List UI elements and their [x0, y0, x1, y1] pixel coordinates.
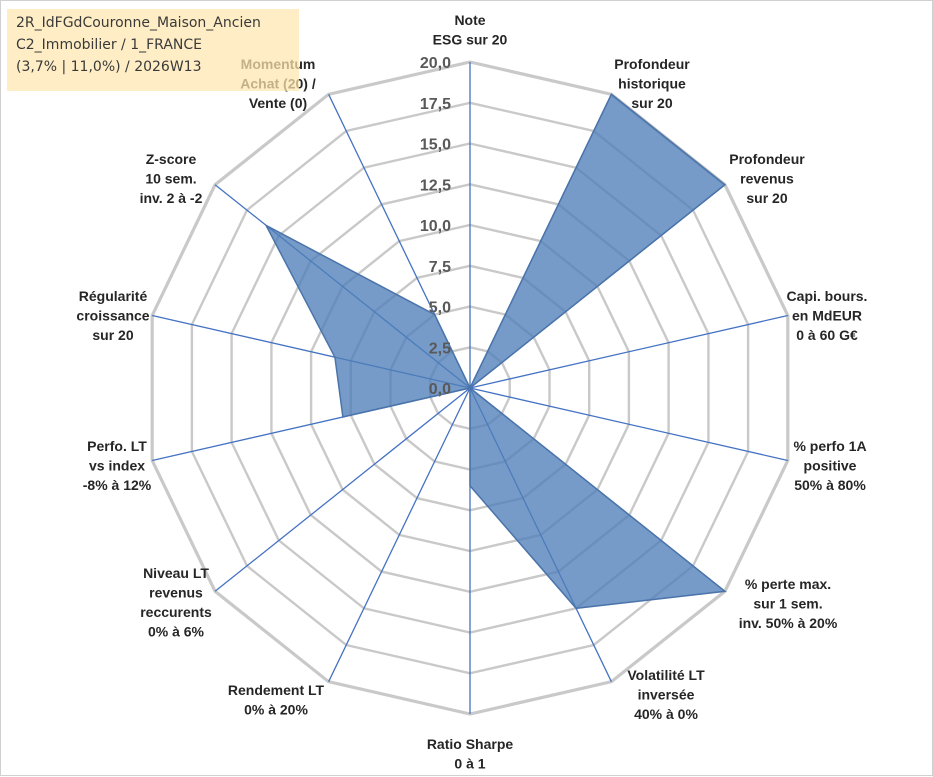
axis-spoke [469, 387, 788, 462]
axis-spoke [328, 387, 471, 682]
axis-label-line: % perte max. [745, 576, 831, 592]
axis-label-line: historique [618, 76, 686, 92]
axis-label-line: ESG sur 20 [433, 32, 508, 48]
axis-label: % perfo 1A positive 50% à 80% [793, 438, 866, 493]
axis-label-line: 0 à 60 G€ [796, 327, 858, 343]
tick-label: 12,5 [420, 177, 451, 194]
axis-spoke [469, 314, 788, 389]
axis-label-line: Profondeur [729, 151, 805, 167]
axis-label: Rendement LT 0% à 20% [228, 682, 325, 718]
axis-label-line: croissance [76, 308, 149, 324]
axis-label-line: Profondeur [614, 56, 690, 72]
tick-label: 5,0 [429, 300, 451, 317]
series-area [264, 93, 727, 610]
axis-label-line: positive [804, 458, 857, 474]
tick-label: 2,5 [429, 340, 451, 357]
axis-label-line: Note [454, 12, 485, 28]
axis-label-line: Ratio Sharpe [427, 736, 514, 752]
axis-label-line: Vente (0) [249, 95, 307, 111]
axis-label-line: inversée [638, 687, 695, 703]
axis-label-line: revenus [740, 171, 794, 187]
tick-label-layer: 0,0 2,5 5,0 7,5 10,0 12,5 15,0 17,5 20,0 [420, 55, 451, 398]
axis-label-line: 0 à 1 [454, 756, 485, 772]
axis-label-line: Z-score [146, 151, 197, 167]
axis-label-line: 10 sem. [145, 171, 196, 187]
axis-label-line: 50% à 80% [794, 477, 866, 493]
axis-label-line: 0% à 6% [148, 624, 205, 640]
axis-label: Z-score 10 sem. inv. 2 à -2 [140, 151, 203, 206]
axis-label-line: Perfo. LT [87, 438, 147, 454]
tick-label: 10,0 [420, 218, 451, 235]
axis-label-line: Volatilité LT [627, 667, 705, 683]
axis-label-line: en MdEUR [792, 308, 862, 324]
info-line-1: 2R_IdFGdCouronne_Maison_Ancien [16, 15, 261, 31]
axis-label-line: 40% à 0% [634, 706, 698, 722]
axis-label-line: sur 1 sem. [753, 596, 822, 612]
axis-label-layer: Note ESG sur 20 Profondeur historique sur 20… [76, 12, 867, 772]
axis-label-line: Régularité [79, 288, 148, 304]
axis-label-line: Niveau LT [143, 565, 209, 581]
info-line-2: C2_Immobilier / 1_FRANCE [16, 37, 202, 53]
axis-label: Capi. bours. en MdEUR 0 à 60 G€ [787, 288, 868, 343]
tick-label: 20,0 [420, 55, 451, 72]
axis-label-line: 0% à 20% [244, 702, 308, 718]
tick-label: 0,0 [429, 381, 451, 398]
axis-label-line: sur 20 [92, 327, 133, 343]
axis-label: Perfo. LT vs index -8% à 12% [83, 438, 152, 493]
axis-spoke [214, 387, 471, 592]
tick-label: 7,5 [429, 259, 451, 276]
axis-label: % perte max. sur 1 sem. inv. 50% à 20% [739, 576, 838, 631]
axis-label-line: reccurents [140, 604, 212, 620]
tick-label: 15,0 [420, 137, 451, 154]
info-line-3: (3,7% | 11,0%) / 2026W13 [16, 59, 202, 75]
axis-label-line: sur 20 [631, 95, 672, 111]
axis-label: Profondeur revenus sur 20 [729, 151, 805, 206]
axis-label-line: inv. 50% à 20% [739, 615, 838, 631]
tick-label: 17,5 [420, 96, 451, 113]
axis-label: Note ESG sur 20 [433, 12, 508, 48]
series-layer [264, 93, 727, 610]
axis-label-line: Rendement LT [228, 682, 325, 698]
axis-label: Niveau LT revenus reccurents 0% à 6% [140, 565, 212, 640]
axis-label-line: revenus [149, 585, 203, 601]
axis-label-line: sur 20 [746, 190, 787, 206]
axis-label-line: Capi. bours. [787, 288, 868, 304]
axis-label-line: vs index [89, 458, 145, 474]
axis-label: Profondeur historique sur 20 [614, 56, 690, 111]
axis-label-line: inv. 2 à -2 [140, 190, 203, 206]
axis-label-line: % perfo 1A [793, 438, 866, 454]
axis-label: Volatilité LT inversée 40% à 0% [627, 667, 705, 722]
info-box: 2R_IdFGdCouronne_Maison_Ancien C2_Immobi… [7, 9, 299, 91]
axis-label: Ratio Sharpe 0 à 1 [427, 736, 514, 772]
axis-label: Régularité croissance sur 20 [76, 288, 149, 343]
axis-label-line: -8% à 12% [83, 477, 152, 493]
